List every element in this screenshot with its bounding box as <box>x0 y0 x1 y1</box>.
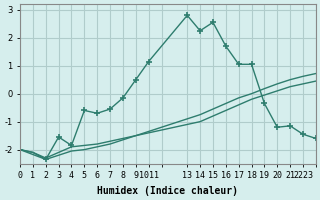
X-axis label: Humidex (Indice chaleur): Humidex (Indice chaleur) <box>98 186 238 196</box>
